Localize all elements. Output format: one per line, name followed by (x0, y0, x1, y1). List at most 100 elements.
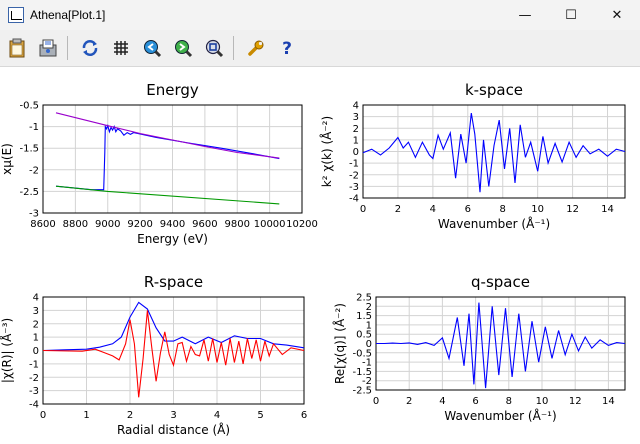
y-tick-label: 0.5 (356, 330, 372, 341)
y-tick-label: 1 (366, 320, 372, 331)
r-space-series-line (42, 301, 305, 352)
y-tick-label: -0.5 (352, 348, 372, 359)
y-tick-label: 2 (366, 302, 372, 313)
x-tick-label: 8600 (30, 219, 55, 230)
y-tick-label: -0.5 (19, 101, 39, 112)
y-tick-label: -2 (362, 376, 372, 387)
wrench-icon[interactable] (242, 34, 270, 62)
q-space-title: q-space (471, 273, 530, 291)
x-tick-label: 6 (472, 396, 478, 407)
x-tick-label: 0 (40, 410, 46, 421)
y-tick-label: 0 (366, 339, 372, 350)
q-space-y-axis-label: Re[χ(q)] (Å⁻²) (332, 303, 347, 384)
y-tick-label: 3 (353, 112, 359, 123)
x-tick-label: 9800 (225, 219, 250, 230)
zoom-reset-icon[interactable] (200, 34, 228, 62)
y-tick-label: 0 (353, 147, 359, 158)
toolbar-separator (233, 36, 234, 60)
k-space-y-axis-label: k² χ(k) (Å⁻²) (319, 116, 334, 187)
y-tick-label: -1 (29, 359, 39, 370)
y-tick-label: 1.5 (356, 311, 372, 322)
y-tick-label: 2 (33, 319, 39, 330)
r-space-x-axis-label: Radial distance (Å) (117, 422, 230, 437)
q-space-series-line (376, 302, 626, 389)
y-tick-label: -2.5 (19, 187, 39, 198)
y-tick-label: 0 (33, 346, 39, 357)
x-tick-label: 10000 (254, 219, 286, 230)
energy-y-axis-label: xμ(E) (0, 143, 14, 175)
x-tick-label: 9200 (127, 219, 152, 230)
window-title: Athena[Plot.1] (30, 8, 106, 22)
energy-x-axis-label: Energy (eV) (137, 232, 208, 246)
x-tick-label: 8 (500, 204, 506, 215)
y-tick-label: -1.5 (352, 367, 372, 378)
energy-series-line (55, 112, 280, 159)
x-tick-label: 4 (214, 410, 220, 421)
app-icon (8, 7, 24, 23)
x-tick-label: 14 (601, 204, 614, 215)
y-tick-label: -4 (29, 400, 39, 411)
x-tick-label: 12 (569, 396, 582, 407)
k-space-x-axis-label: Wavenumber (Å⁻¹) (438, 216, 550, 231)
energy-series-line (55, 123, 280, 191)
window-controls: — ☐ ✕ (502, 0, 640, 30)
zoom-in-icon[interactable] (169, 34, 197, 62)
q-space-x-axis-label: Wavenumber (Å⁻¹) (444, 408, 556, 423)
x-tick-label: 9600 (192, 219, 217, 230)
clipboard-icon[interactable] (3, 34, 31, 62)
y-tick-label: 4 (33, 293, 39, 304)
energy-series-line (55, 185, 280, 205)
x-tick-label: 4 (430, 204, 436, 215)
y-tick-label: -1 (349, 159, 359, 170)
window-titlebar: Athena[Plot.1] — ☐ ✕ (0, 0, 640, 30)
y-tick-label: -3 (349, 182, 359, 193)
y-tick-label: 2 (353, 124, 359, 135)
r-space-title: R-space (144, 273, 203, 291)
y-tick-label: 4 (353, 101, 359, 112)
y-tick-label: -2 (29, 165, 39, 176)
y-tick-label: 2.5 (356, 293, 372, 304)
svg-text:?: ? (282, 39, 292, 59)
maximize-button[interactable]: ☐ (565, 7, 577, 23)
x-tick-label: 6 (301, 410, 307, 421)
save-icon[interactable] (34, 34, 62, 62)
y-tick-label: 3 (33, 306, 39, 317)
x-tick-label: 14 (602, 396, 615, 407)
k-space-series-line (362, 113, 626, 193)
y-tick-label: 1 (353, 135, 359, 146)
refresh-icon[interactable] (76, 34, 104, 62)
y-tick-label: -2.5 (352, 386, 372, 397)
x-tick-label: 10 (531, 204, 544, 215)
y-tick-label: -1 (362, 358, 372, 369)
x-tick-label: 2 (406, 396, 412, 407)
minimize-button[interactable]: — (518, 7, 532, 23)
x-tick-label: 10 (536, 396, 549, 407)
x-tick-label: 4 (439, 396, 445, 407)
help-icon[interactable]: ? (273, 34, 301, 62)
zoom-out-icon[interactable] (138, 34, 166, 62)
x-tick-label: 0 (373, 396, 379, 407)
x-tick-label: 8800 (63, 219, 88, 230)
energy-title: Energy (146, 81, 199, 99)
y-tick-label: 1 (33, 333, 39, 344)
x-tick-label: 6 (465, 204, 471, 215)
close-button[interactable]: ✕ (611, 7, 623, 23)
x-tick-label: 10200 (286, 219, 318, 230)
x-tick-label: 0 (360, 204, 366, 215)
y-tick-label: -2 (29, 373, 39, 384)
x-tick-label: 8 (506, 396, 512, 407)
k-space-title: k-space (465, 81, 523, 99)
x-tick-label: 3 (170, 410, 176, 421)
y-tick-label: -3 (29, 209, 39, 220)
grid-icon[interactable] (107, 34, 135, 62)
energy-frame (42, 104, 303, 214)
r-space-y-axis-label: |χ(R)| (Å⁻³) (0, 318, 14, 383)
plot-area: Energy 8600 8800 9000 9200 9400 9600 9800 10000 1… (0, 67, 640, 440)
x-tick-label: 12 (566, 204, 579, 215)
x-tick-label: 2 (127, 410, 133, 421)
r-space-series-line (42, 310, 305, 398)
x-tick-label: 9400 (160, 219, 185, 230)
